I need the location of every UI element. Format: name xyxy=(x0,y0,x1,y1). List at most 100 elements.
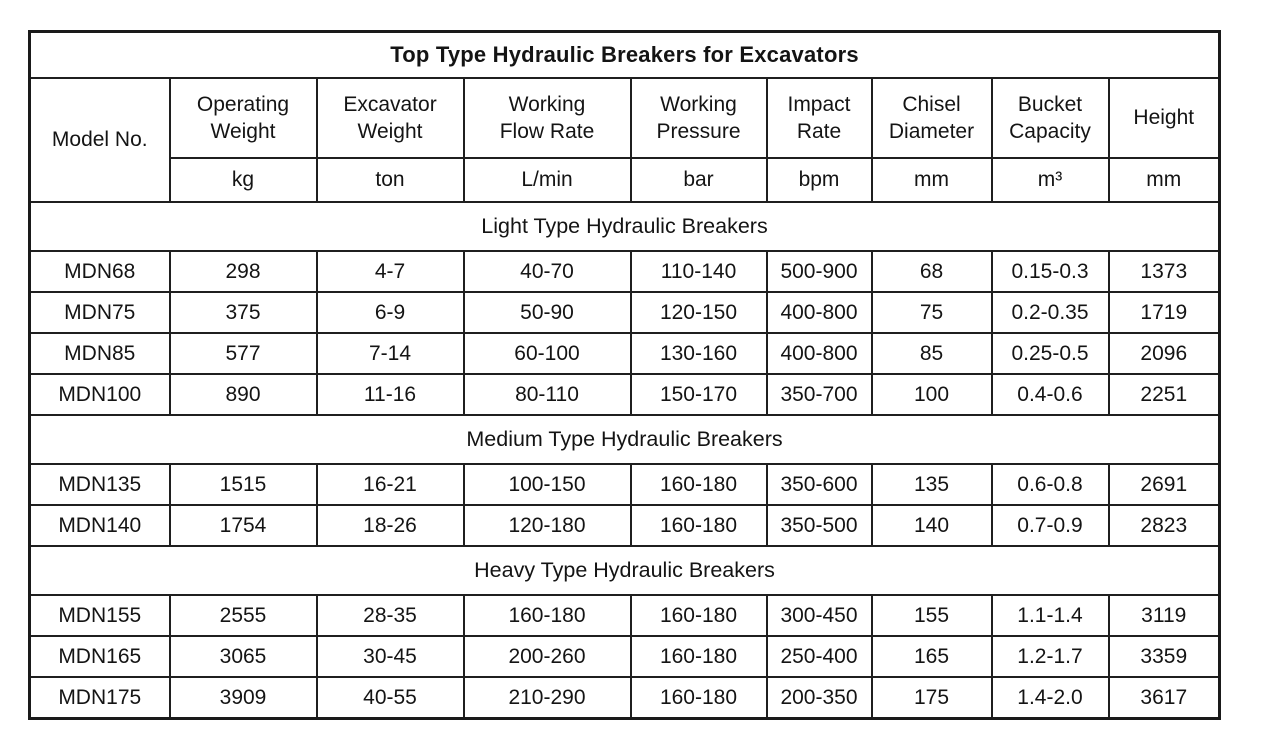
cell: 2691 xyxy=(1107,463,1221,506)
unit-excavator-weight: ton xyxy=(315,157,465,203)
cell-model: MDN85 xyxy=(28,332,171,375)
section-header-light: Light Type Hydraulic Breakers xyxy=(28,201,1221,252)
cell-model: MDN68 xyxy=(28,250,171,293)
cell: 2823 xyxy=(1107,504,1221,547)
section-title: Light Type Hydraulic Breakers xyxy=(28,201,1221,252)
cell: 3065 xyxy=(168,635,318,678)
title-row: Top Type Hydraulic Breakers for Excavato… xyxy=(28,30,1221,79)
col-header-operating-weight: Operating Weight xyxy=(168,77,318,159)
cell: 3119 xyxy=(1107,594,1221,637)
cell: 1719 xyxy=(1107,291,1221,334)
cell: 400-800 xyxy=(765,291,873,334)
cell: 3909 xyxy=(168,676,318,720)
section-header-medium: Medium Type Hydraulic Breakers xyxy=(28,414,1221,465)
cell: 60-100 xyxy=(462,332,632,375)
table-row: MDN100 890 11-16 80-110 150-170 350-700 … xyxy=(28,373,1221,416)
cell: 0.6-0.8 xyxy=(990,463,1110,506)
unit-height: mm xyxy=(1107,157,1221,203)
cell: 3359 xyxy=(1107,635,1221,678)
cell-model: MDN175 xyxy=(28,676,171,720)
cell: 120-180 xyxy=(462,504,632,547)
table-row: MDN155 2555 28-35 160-180 160-180 300-45… xyxy=(28,594,1221,637)
cell: 200-350 xyxy=(765,676,873,720)
cell-model: MDN155 xyxy=(28,594,171,637)
cell: 0.2-0.35 xyxy=(990,291,1110,334)
cell: 16-21 xyxy=(315,463,465,506)
cell: 500-900 xyxy=(765,250,873,293)
col-header-bucket-capacity: Bucket Capacity xyxy=(990,77,1110,159)
cell: 135 xyxy=(870,463,993,506)
unit-working-flow-rate: L/min xyxy=(462,157,632,203)
table-row: MDN135 1515 16-21 100-150 160-180 350-60… xyxy=(28,463,1221,506)
cell: 40-55 xyxy=(315,676,465,720)
cell: 30-45 xyxy=(315,635,465,678)
cell: 6-9 xyxy=(315,291,465,334)
cell-model: MDN140 xyxy=(28,504,171,547)
cell: 350-500 xyxy=(765,504,873,547)
col-header-chisel-diameter: Chisel Diameter xyxy=(870,77,993,159)
cell-model: MDN100 xyxy=(28,373,171,416)
cell: 4-7 xyxy=(315,250,465,293)
section-title: Heavy Type Hydraulic Breakers xyxy=(28,545,1221,596)
cell: 11-16 xyxy=(315,373,465,416)
cell: 2251 xyxy=(1107,373,1221,416)
unit-operating-weight: kg xyxy=(168,157,318,203)
col-header-model-no: Model No. xyxy=(28,77,171,203)
unit-impact-rate: bpm xyxy=(765,157,873,203)
cell: 85 xyxy=(870,332,993,375)
col-header-working-pressure: Working Pressure xyxy=(629,77,768,159)
breakers-spec-table: Top Type Hydraulic Breakers for Excavato… xyxy=(28,30,1222,720)
header-row: Model No. Operating Weight Excavator Wei… xyxy=(28,77,1221,203)
col-header-excavator-weight: Excavator Weight xyxy=(315,77,465,159)
cell: 160-180 xyxy=(629,635,768,678)
cell: 155 xyxy=(870,594,993,637)
unit-bucket-capacity: m³ xyxy=(990,157,1110,203)
cell: 1515 xyxy=(168,463,318,506)
table-row: MDN140 1754 18-26 120-180 160-180 350-50… xyxy=(28,504,1221,547)
cell: 1.1-1.4 xyxy=(990,594,1110,637)
cell: 1.2-1.7 xyxy=(990,635,1110,678)
cell: 2096 xyxy=(1107,332,1221,375)
cell: 175 xyxy=(870,676,993,720)
col-header-working-flow-rate: Working Flow Rate xyxy=(462,77,632,159)
cell: 2555 xyxy=(168,594,318,637)
cell: 160-180 xyxy=(629,463,768,506)
cell: 140 xyxy=(870,504,993,547)
col-header-height: Height xyxy=(1107,77,1221,159)
cell: 400-800 xyxy=(765,332,873,375)
cell: 40-70 xyxy=(462,250,632,293)
cell: 75 xyxy=(870,291,993,334)
cell: 200-260 xyxy=(462,635,632,678)
cell: 160-180 xyxy=(462,594,632,637)
cell: 1373 xyxy=(1107,250,1221,293)
cell: 250-400 xyxy=(765,635,873,678)
cell: 0.7-0.9 xyxy=(990,504,1110,547)
cell-model: MDN165 xyxy=(28,635,171,678)
cell: 0.4-0.6 xyxy=(990,373,1110,416)
cell: 160-180 xyxy=(629,504,768,547)
cell: 50-90 xyxy=(462,291,632,334)
unit-chisel-diameter: mm xyxy=(870,157,993,203)
table-row: MDN75 375 6-9 50-90 120-150 400-800 75 0… xyxy=(28,291,1221,334)
cell: 577 xyxy=(168,332,318,375)
table-row: MDN175 3909 40-55 210-290 160-180 200-35… xyxy=(28,676,1221,720)
cell: 350-700 xyxy=(765,373,873,416)
cell: 300-450 xyxy=(765,594,873,637)
table-row: MDN165 3065 30-45 200-260 160-180 250-40… xyxy=(28,635,1221,678)
cell: 110-140 xyxy=(629,250,768,293)
cell: 160-180 xyxy=(629,676,768,720)
cell: 890 xyxy=(168,373,318,416)
cell: 1754 xyxy=(168,504,318,547)
cell: 3617 xyxy=(1107,676,1221,720)
cell: 375 xyxy=(168,291,318,334)
table-row: MDN68 298 4-7 40-70 110-140 500-900 68 0… xyxy=(28,250,1221,293)
cell: 130-160 xyxy=(629,332,768,375)
table-title: Top Type Hydraulic Breakers for Excavato… xyxy=(28,30,1221,79)
cell-model: MDN75 xyxy=(28,291,171,334)
cell: 350-600 xyxy=(765,463,873,506)
cell-model: MDN135 xyxy=(28,463,171,506)
cell: 7-14 xyxy=(315,332,465,375)
cell: 100-150 xyxy=(462,463,632,506)
cell: 160-180 xyxy=(629,594,768,637)
